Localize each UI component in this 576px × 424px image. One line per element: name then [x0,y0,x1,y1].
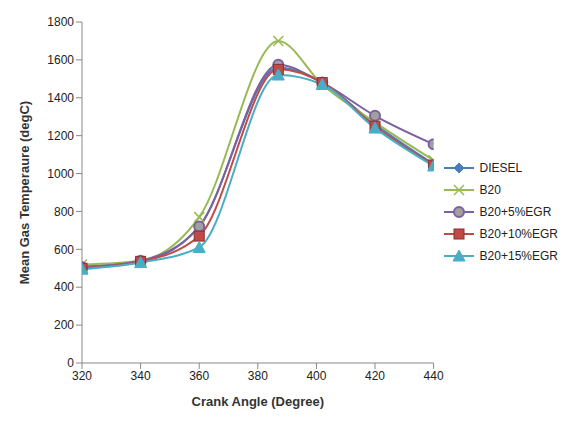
html-text:B20+5%EGR: B20+5%EGR [479,205,552,219]
svg-text:360: 360 [189,369,209,383]
svg-text:1800: 1800 [47,15,74,29]
svg-text:320: 320 [72,369,92,383]
svg-text:420: 420 [365,369,385,383]
svg-text:1000: 1000 [47,167,74,181]
html-text:DIESEL: DIESEL [479,161,523,175]
svg-text:400: 400 [306,369,326,383]
svg-text:1200: 1200 [47,129,74,143]
html-text:B20: B20 [479,183,501,197]
svg-text:600: 600 [54,243,74,257]
svg-text:340: 340 [131,369,151,383]
svg-text:1600: 1600 [47,53,74,67]
svg-text:0: 0 [67,356,74,370]
svg-text:200: 200 [54,318,74,332]
html-text:B20+10%EGR: B20+10%EGR [479,227,558,241]
svg-text:380: 380 [248,369,268,383]
svg-text:400: 400 [54,280,74,294]
svg-text:800: 800 [54,205,74,219]
html-text:B20+15%EGR: B20+15%EGR [479,249,558,263]
svg-text:1400: 1400 [47,91,74,105]
svg-text:Crank Angle (Degree): Crank Angle (Degree) [192,394,324,409]
svg-text:440: 440 [424,369,444,383]
svg-text:Mean Gas Temperaure (degC): Mean Gas Temperaure (degC) [17,101,32,284]
